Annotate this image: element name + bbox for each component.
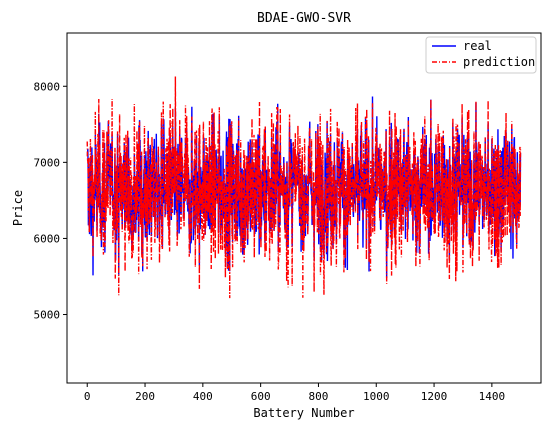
legend-entry-real: real [463, 39, 492, 53]
x-tick-label: 200 [135, 390, 155, 403]
x-tick-label: 800 [309, 390, 329, 403]
series-layer [86, 76, 522, 299]
y-axis: 5000 6000 7000 8000 [34, 80, 67, 322]
legend-entry-prediction: prediction [463, 55, 535, 69]
y-tick-label: 6000 [34, 232, 61, 245]
y-axis-label: Price [11, 190, 25, 226]
chart-title: BDAE-GWO-SVR [257, 11, 351, 26]
y-tick-label: 7000 [34, 156, 61, 169]
plot-area [66, 32, 542, 384]
series-line-prediction [86, 76, 522, 299]
y-tick-label: 5000 [34, 309, 61, 322]
legend: real prediction [425, 36, 537, 74]
x-tick-label: 0 [84, 390, 91, 403]
x-axis-label: Battery Number [253, 406, 354, 420]
x-tick-label: 600 [251, 390, 271, 403]
x-tick-label: 1000 [363, 390, 390, 403]
y-tick-label: 8000 [34, 80, 61, 93]
x-tick-label: 400 [193, 390, 213, 403]
x-tick-label: 1400 [479, 390, 506, 403]
x-tick-label: 1200 [421, 390, 448, 403]
x-axis: 0 200 400 600 800 1000 1200 1400 [84, 383, 505, 403]
